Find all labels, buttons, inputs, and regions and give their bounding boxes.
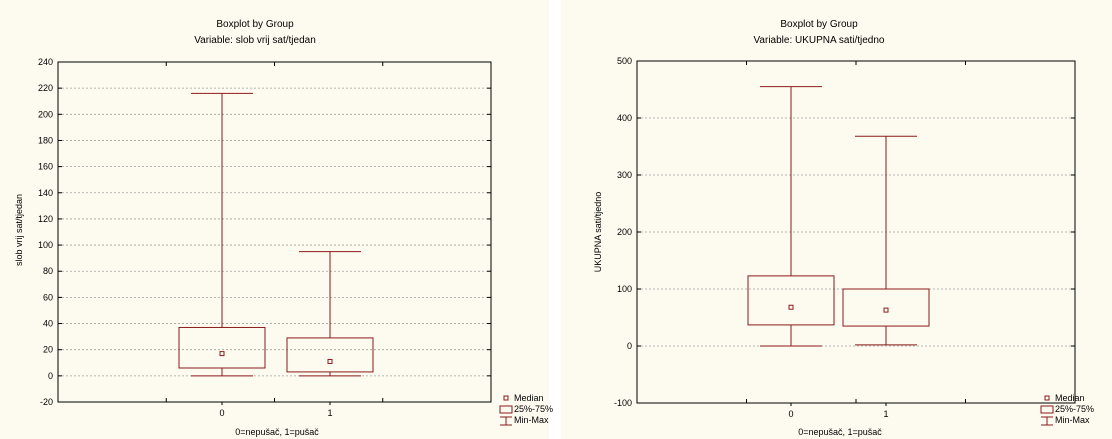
iqr-box <box>286 337 374 373</box>
chart-subtitle: Variable: UKUPNA sati/tjedno <box>754 35 885 46</box>
chart-title: Boxplot by Group <box>780 19 858 30</box>
y-axis-label: slob vrij sat/tjedan <box>14 194 24 266</box>
plot-frame <box>57 61 492 403</box>
median-marker <box>788 304 794 310</box>
x-tick-label: 0 <box>788 409 793 419</box>
boxplot-panel-right: Boxplot by Group Variable: UKUPNA sati/t… <box>561 0 1112 439</box>
legend-minmax-swatch <box>1041 416 1053 426</box>
y-axis-label: UKUPNA sati/tjedno <box>593 192 603 273</box>
x-tick-label: 1 <box>327 408 332 418</box>
x-tick-label: 0 <box>219 408 224 418</box>
y-tick-label: 200 <box>617 227 632 237</box>
legend: Median 25%-75% Min-Max <box>499 393 553 426</box>
legend-box-label: 25%-75% <box>1055 404 1094 414</box>
x-axis-label: 0=nepušač, 1=pušač <box>798 427 882 437</box>
legend-median-label: Median <box>514 393 544 403</box>
y-tick-label: 400 <box>617 113 632 123</box>
median-marker <box>327 358 333 364</box>
legend-median-swatch <box>1044 395 1050 401</box>
chart-title: Boxplot by Group <box>216 19 294 30</box>
y-tick-label: 20 <box>43 345 53 355</box>
legend-minmax-label: Min-Max <box>1055 415 1090 425</box>
y-tick-label: 100 <box>38 240 53 250</box>
legend-box-swatch <box>1040 405 1054 414</box>
y-tick-label: -100 <box>614 398 632 408</box>
x-axis-label: 0=nepušač, 1=pušač <box>235 427 319 437</box>
y-tick-label: 220 <box>38 83 53 93</box>
iqr-box <box>178 326 266 369</box>
legend-box-swatch <box>499 405 513 414</box>
y-tick-label: 40 <box>43 319 53 329</box>
legend-median-label: Median <box>1055 393 1085 403</box>
y-tick-label: 500 <box>617 56 632 66</box>
legend-minmax-swatch <box>500 416 512 426</box>
y-tick-label: 160 <box>38 162 53 172</box>
y-tick-label: 240 <box>38 57 53 67</box>
boxplot-panel-left: Boxplot by Group Variable: slob vrij sat… <box>0 0 553 439</box>
y-tick-label: 60 <box>43 292 53 302</box>
y-tick-label: 140 <box>38 188 53 198</box>
y-tick-label: 0 <box>48 371 53 381</box>
iqr-box <box>842 288 930 327</box>
y-tick-label: 80 <box>43 266 53 276</box>
median-marker <box>883 307 889 313</box>
legend-median-swatch <box>503 395 509 401</box>
legend-minmax-label: Min-Max <box>514 415 549 425</box>
chart-subtitle: Variable: slob vrij sat/tjedan <box>194 35 316 46</box>
y-tick-label: 100 <box>617 284 632 294</box>
boxplot-ukupna-chart: Boxplot by Group Variable: UKUPNA sati/t… <box>593 19 1094 437</box>
legend: Median 25%-75% Min-Max <box>1040 393 1094 426</box>
y-tick-label: 200 <box>38 109 53 119</box>
y-tick-label: -20 <box>40 397 53 407</box>
iqr-box <box>747 275 835 326</box>
y-tick-label: 120 <box>38 214 53 224</box>
x-tick-label: 1 <box>883 409 888 419</box>
boxplot-slob-vrij-chart: Boxplot by Group Variable: slob vrij sat… <box>14 19 553 437</box>
median-marker <box>219 351 225 357</box>
y-tick-label: 300 <box>617 170 632 180</box>
y-tick-label: 0 <box>627 341 632 351</box>
legend-box-label: 25%-75% <box>514 404 553 414</box>
y-tick-label: 180 <box>38 135 53 145</box>
